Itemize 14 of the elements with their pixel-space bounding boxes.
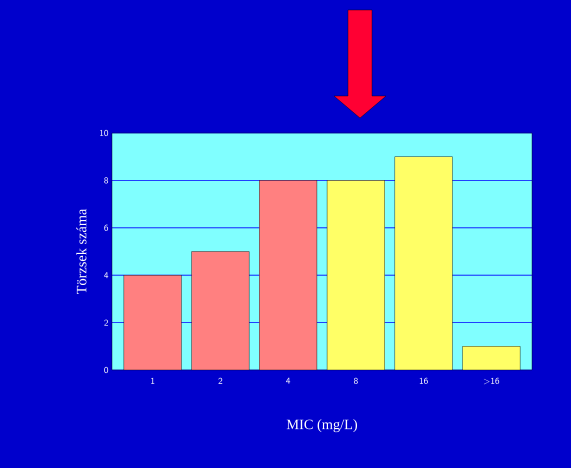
x-axis-title: MIC (mg/L) [286, 419, 358, 432]
x-tick-label: >16 [484, 378, 500, 384]
x-tick-label: 16 [420, 378, 428, 384]
x-tick-label: 4 [286, 378, 290, 384]
x-tick-label: 8 [354, 378, 358, 384]
y-tick-label: 4 [104, 272, 108, 278]
y-tick-label: 10 [100, 130, 108, 136]
y-tick-label: 8 [104, 177, 108, 184]
y-tick-label: 6 [104, 224, 108, 231]
x-tick-label: 1 [151, 378, 154, 384]
y-tick-label: 0 [104, 366, 108, 374]
x-tick-label: 2 [218, 378, 222, 384]
y-tick-label: 2 [104, 320, 108, 326]
y-axis-title: Törzsek száma [76, 208, 86, 294]
